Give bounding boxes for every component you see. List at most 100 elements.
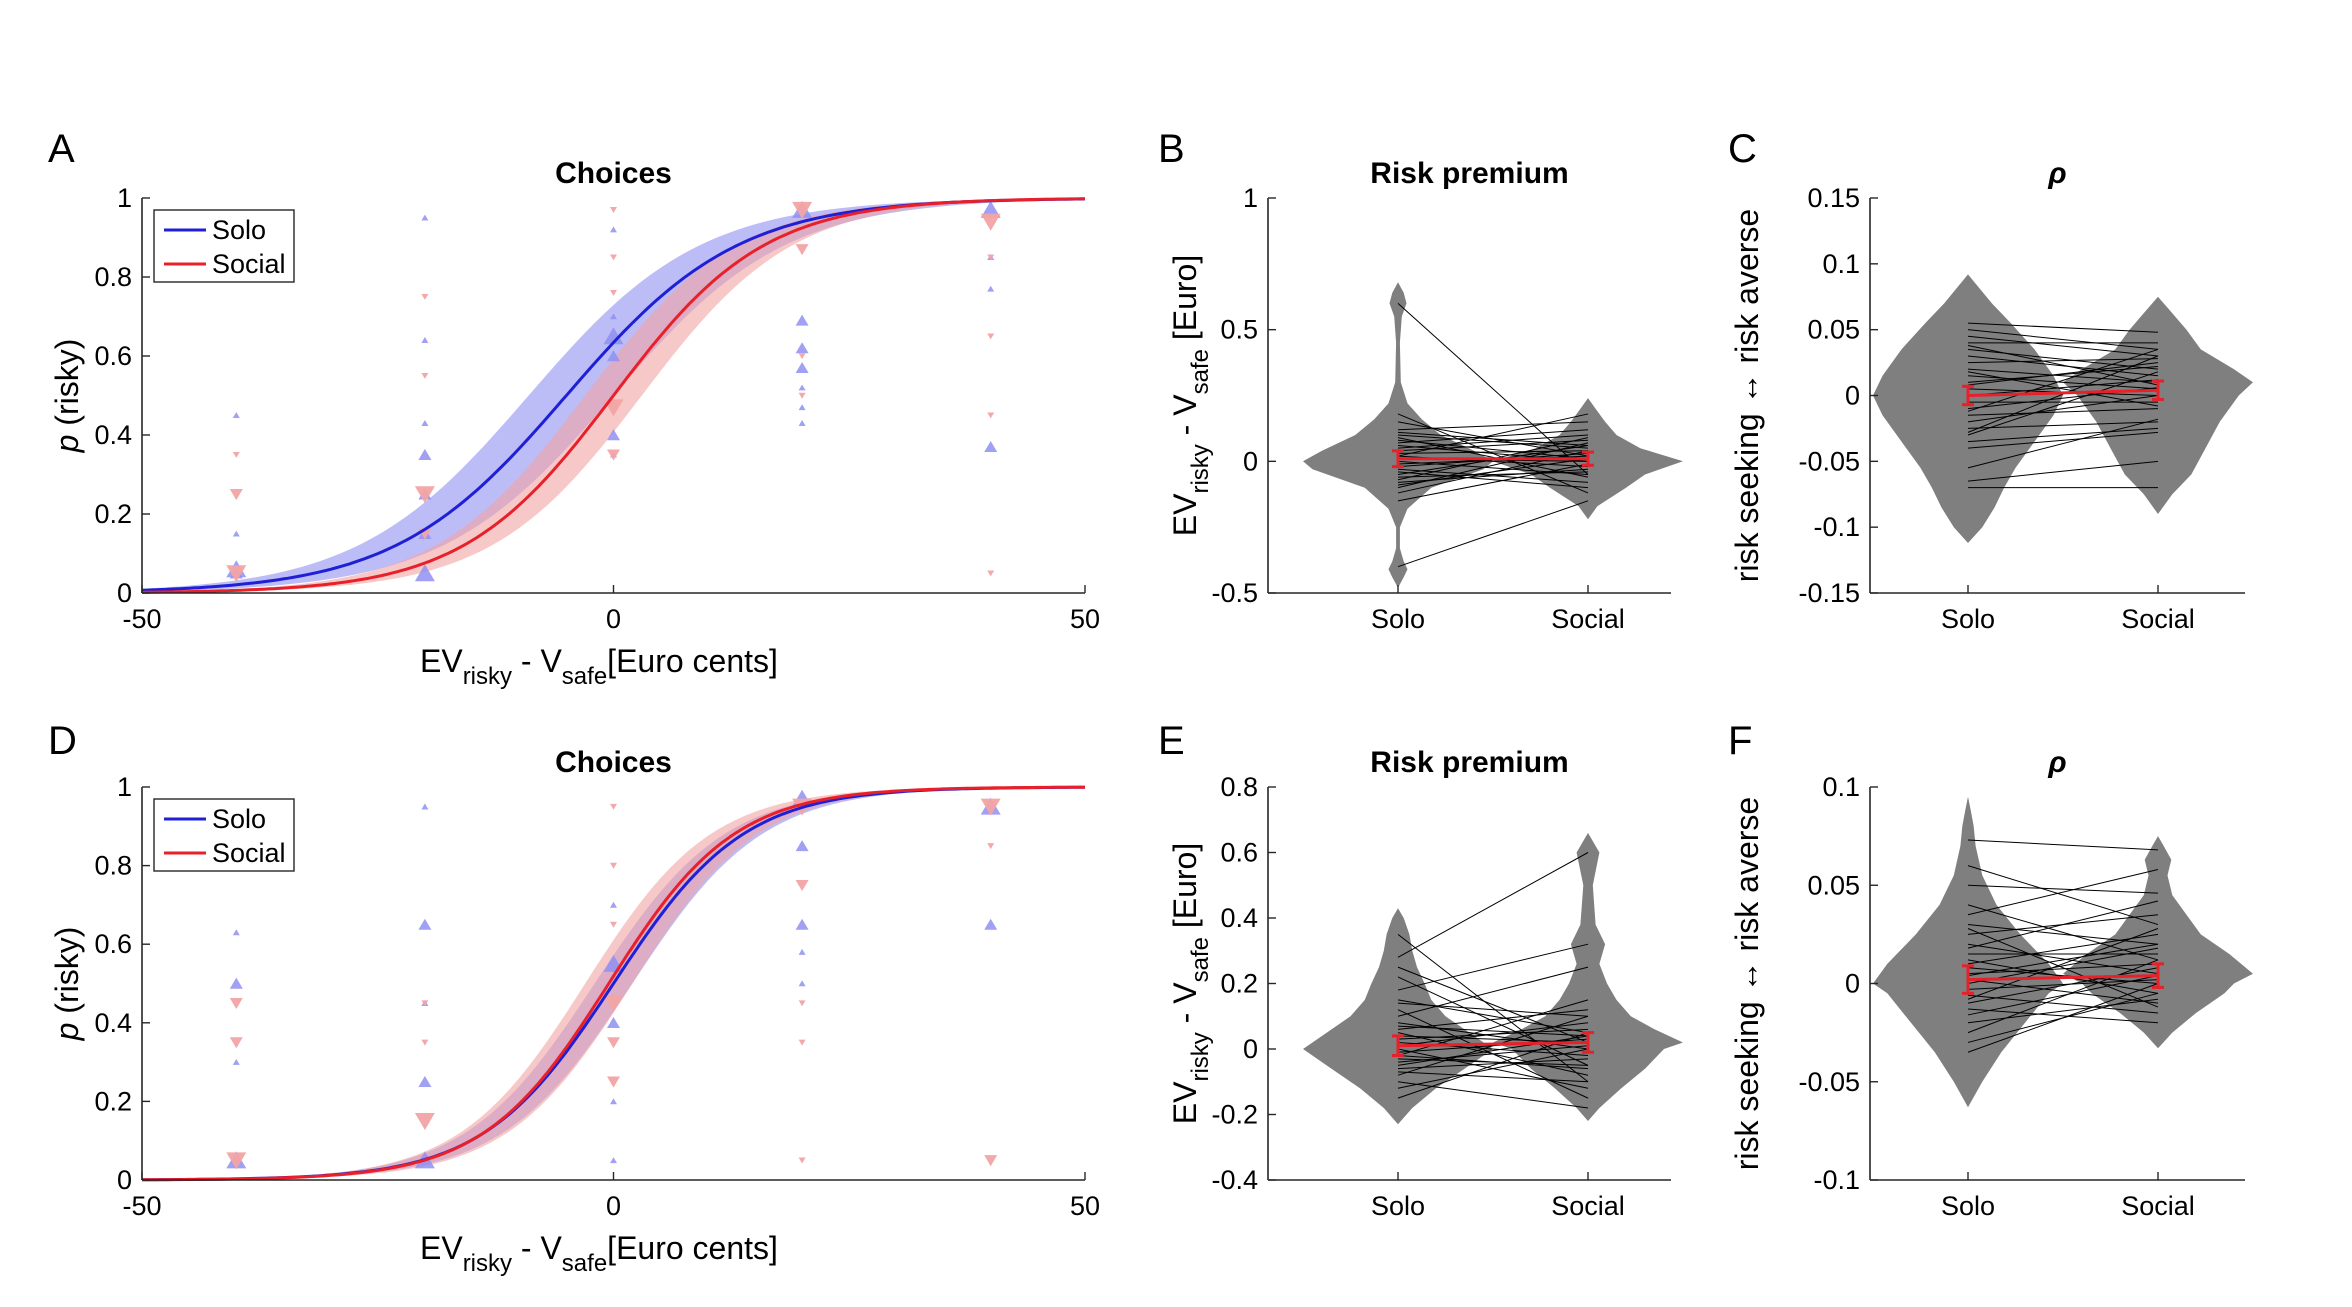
paired-line bbox=[1967, 924, 2159, 945]
paired-line bbox=[1397, 458, 1589, 486]
x-tick-label: Solo bbox=[1371, 1191, 1425, 1221]
y-tick-label: -0.2 bbox=[1211, 1100, 1258, 1130]
paired-line bbox=[1397, 1025, 1589, 1037]
y-tick-label: 0.05 bbox=[1807, 870, 1860, 900]
point-social bbox=[610, 921, 617, 928]
point-solo bbox=[980, 200, 1001, 218]
paired-line bbox=[1967, 963, 2159, 975]
point-social bbox=[798, 353, 806, 360]
y-tick-label: 0 bbox=[1243, 1034, 1258, 1064]
paired-line bbox=[1967, 335, 2159, 357]
legend-label: Solo bbox=[212, 215, 266, 245]
y-axis-label: EVrisky - Vsafe [Euro] bbox=[1167, 255, 1214, 536]
paired-line bbox=[1397, 852, 1589, 958]
point-solo bbox=[610, 226, 617, 233]
point-solo bbox=[607, 350, 620, 362]
paired-line bbox=[1967, 322, 2159, 333]
paired-line bbox=[1397, 471, 1589, 478]
point-social bbox=[421, 293, 429, 300]
paired-line bbox=[1967, 998, 2159, 1024]
chart-title: Risk premium bbox=[1370, 746, 1568, 779]
point-social bbox=[607, 1076, 620, 1088]
paired-line bbox=[1397, 500, 1589, 568]
x-tick-label: 50 bbox=[1070, 1191, 1100, 1221]
x-axis-label-part: EV bbox=[420, 643, 463, 679]
y-tick-label: -0.05 bbox=[1798, 1067, 1860, 1097]
x-axis-label-part: safe bbox=[562, 1250, 607, 1277]
y-tick-label: 0.8 bbox=[1220, 772, 1258, 802]
point-social bbox=[798, 1157, 806, 1164]
paired-line bbox=[1967, 427, 2159, 443]
paired-line bbox=[1397, 439, 1589, 460]
point-solo bbox=[603, 327, 624, 345]
y-tick-label: 0 bbox=[1845, 381, 1860, 411]
y-axis-label-part: [Euro] bbox=[1167, 255, 1203, 349]
y-tick-label: 0.6 bbox=[1220, 838, 1258, 868]
chart-title: ρ bbox=[2047, 746, 2066, 779]
y-axis-label-part: risky bbox=[1187, 1032, 1214, 1081]
point-social bbox=[798, 392, 806, 399]
y-tick-label: 0.4 bbox=[1220, 903, 1258, 933]
x-axis-label-part: [Euro cents] bbox=[607, 1230, 778, 1266]
paired-line bbox=[1967, 943, 2159, 975]
x-tick-label: Social bbox=[1551, 1191, 1625, 1221]
point-social bbox=[414, 1113, 435, 1131]
y-tick-label: -0.15 bbox=[1798, 578, 1860, 608]
paired-line bbox=[1967, 344, 2159, 386]
point-solo bbox=[610, 313, 617, 320]
paired-line bbox=[1397, 933, 1589, 1083]
x-tick-label: Solo bbox=[1941, 604, 1995, 634]
paired-line bbox=[1397, 431, 1589, 447]
x-tick-label: Social bbox=[2121, 604, 2195, 634]
legend-box bbox=[153, 209, 295, 283]
paired-line bbox=[1967, 994, 2159, 1014]
x-axis-label-part: EV bbox=[420, 1230, 463, 1266]
paired-line bbox=[1967, 329, 2159, 350]
chart-title: ρ bbox=[2047, 157, 2066, 190]
paired-line bbox=[1967, 362, 2159, 386]
legend-label: Solo bbox=[212, 804, 266, 834]
y-tick-label: 0.2 bbox=[94, 499, 132, 529]
y-tick-label: -0.4 bbox=[1211, 1165, 1258, 1195]
point-solo bbox=[795, 362, 809, 374]
x-axis-label-part: - V bbox=[512, 643, 562, 679]
paired-line bbox=[1397, 421, 1589, 431]
y-tick-label: 0.6 bbox=[94, 929, 132, 959]
y-axis-label-part: EV bbox=[1167, 1081, 1203, 1124]
paired-line bbox=[1397, 1071, 1589, 1083]
y-axis-label-part: safe bbox=[1187, 937, 1214, 982]
x-axis-label-part: - V bbox=[512, 1230, 562, 1266]
point-social bbox=[414, 486, 435, 504]
y-tick-label: 0.8 bbox=[94, 262, 132, 292]
y-tick-label: 1 bbox=[1243, 183, 1258, 213]
y-axis-label: EVrisky - Vsafe [Euro] bbox=[1167, 843, 1214, 1124]
x-tick-label: Solo bbox=[1371, 604, 1425, 634]
paired-line bbox=[1967, 959, 2159, 1034]
point-solo bbox=[610, 901, 617, 908]
mean-line bbox=[1397, 1040, 1589, 1048]
panel-C: Cρ -0.15 -0.1 -0.05 0 0.05 0.1 0.15 Solo Social ri… bbox=[1728, 127, 2253, 634]
y-tick-label: -0.1 bbox=[1813, 1165, 1860, 1195]
panel-letter: A bbox=[48, 127, 75, 171]
x-tick-label: Solo bbox=[1941, 1191, 1995, 1221]
y-axis-label: p (risky) bbox=[49, 339, 85, 454]
point-social bbox=[229, 1037, 243, 1049]
paired-line bbox=[1397, 943, 1589, 991]
x-tick-label: 50 bbox=[1070, 604, 1100, 634]
paired-line bbox=[1967, 371, 2159, 436]
point-solo bbox=[229, 977, 243, 989]
y-tick-label: 0.6 bbox=[94, 341, 132, 371]
point-social bbox=[421, 372, 429, 379]
point-social bbox=[987, 412, 995, 419]
panel-B: B Risk premium -0.5 0 0.5 1 Solo Social EVrisky … bbox=[1158, 127, 1683, 634]
y-tick-label: -0.1 bbox=[1813, 512, 1860, 542]
y-axis-label: risk seeking ↔ risk averse bbox=[1729, 797, 1765, 1170]
paired-line bbox=[1397, 450, 1589, 454]
y-axis-label-part: (risky) bbox=[49, 339, 85, 435]
y-axis-label-part: - V bbox=[1167, 394, 1203, 444]
paired-line bbox=[1967, 943, 2159, 977]
point-social bbox=[610, 254, 617, 261]
chart-title: Risk premium bbox=[1370, 157, 1568, 190]
